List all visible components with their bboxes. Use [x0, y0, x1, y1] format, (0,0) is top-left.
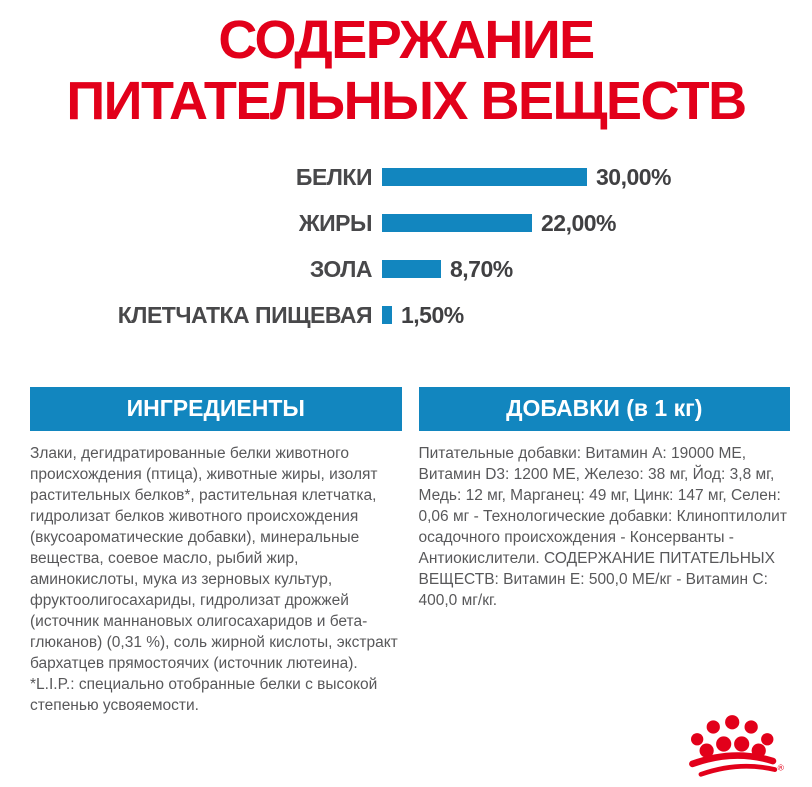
chart-category-label: ЖИРЫ	[298, 209, 373, 236]
royal-canin-crown-logo: ®	[689, 715, 785, 777]
additives-paragraph: Питательные добавки: Витамин A: 19000 ME…	[418, 445, 787, 609]
crown-arcs	[689, 752, 778, 777]
nutrient-bar-chart: БЕЛКИ 30,00% ЖИРЫ 22,00% ЗОЛА 8,70% КЛЕТЧАТКА …	[0, 164, 812, 328]
crown-dots	[691, 715, 774, 758]
chart-value-label: 22,00%	[541, 209, 617, 236]
ingredients-text: Злаки, дегидратированные белки животного…	[30, 443, 402, 716]
chart-value-label: 1,50%	[401, 301, 464, 328]
chart-bar	[382, 260, 441, 278]
ingredients-paragraph: Злаки, дегидратированные белки животного…	[30, 445, 398, 672]
chart-category-label: БЕЛКИ	[295, 163, 373, 190]
registered-trademark-symbol: ®	[778, 763, 785, 773]
chart-category-label: КЛЕТЧАТКА ПИЩЕВАЯ	[117, 301, 373, 328]
ingredients-footnote: *L.I.P.: специально отобранные белки с в…	[30, 676, 378, 714]
ingredients-section: ИНГРЕДИЕНТЫ Злаки, дегидратированные бел…	[30, 387, 402, 716]
info-columns: ИНГРЕДИЕНТЫ Злаки, дегидратированные бел…	[30, 387, 790, 716]
chart-value-label: 30,00%	[596, 163, 672, 190]
chart-bar	[382, 168, 587, 186]
ingredients-header: ИНГРЕДИЕНТЫ	[30, 387, 402, 431]
chart-bar	[382, 306, 392, 324]
page-title: СОДЕРЖАНИЕ ПИТАТЕЛЬНЫХ ВЕЩЕСТВ	[66, 10, 747, 131]
chart-row: ЗОЛА 8,70%	[0, 256, 812, 282]
chart-row: БЕЛКИ 30,00%	[0, 164, 812, 190]
additives-section: ДОБАВКИ (в 1 кг) Питательные добавки: Ви…	[418, 387, 791, 716]
chart-row: КЛЕТЧАТКА ПИЩЕВАЯ 1,50%	[0, 302, 812, 328]
chart-category-label: ЗОЛА	[309, 255, 373, 282]
additives-text: Питательные добавки: Витамин A: 19000 ME…	[419, 443, 791, 611]
chart-value-label: 8,70%	[450, 255, 513, 282]
chart-bar	[382, 214, 532, 232]
chart-row: ЖИРЫ 22,00%	[0, 210, 812, 236]
additives-header: ДОБАВКИ (в 1 кг)	[418, 387, 790, 431]
